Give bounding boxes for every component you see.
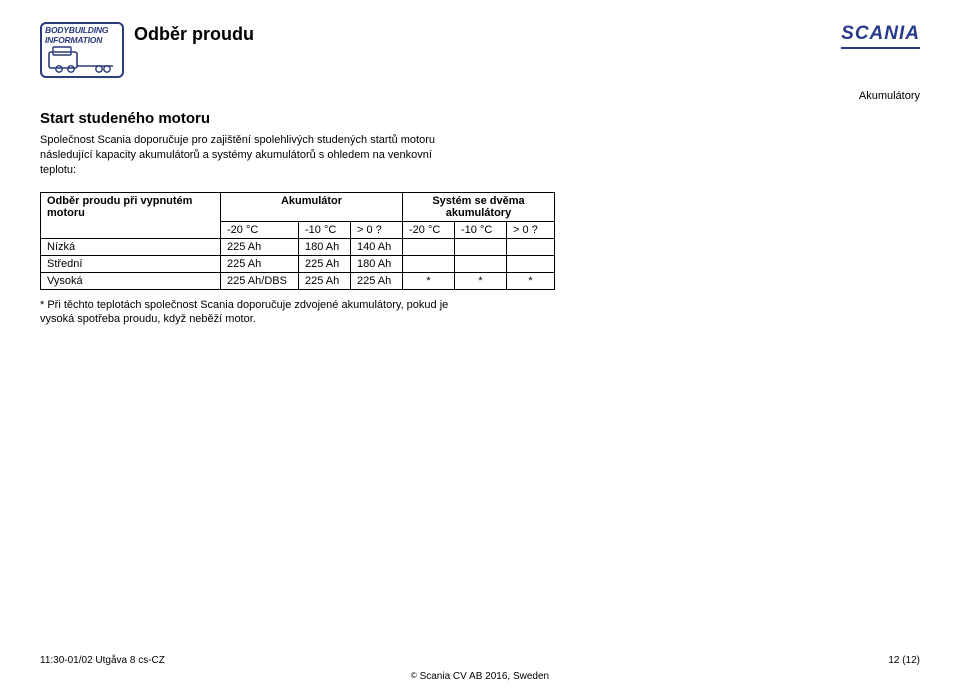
cell: 180 Ah [351, 255, 403, 272]
cell: 140 Ah [351, 238, 403, 255]
cell: 225 Ah [299, 272, 351, 289]
footer-center: © Scania CV AB 2016, Sweden [0, 671, 960, 682]
cell-label: Vysoká [41, 272, 221, 289]
cell [507, 255, 555, 272]
cell [455, 238, 507, 255]
scania-logo: SCANIA [841, 24, 920, 49]
cell: 225 Ah [351, 272, 403, 289]
section-label: Akumulátory [40, 90, 920, 102]
logo-line-2: INFORMATION [45, 36, 119, 45]
content: Start studeného motoru Společnost Scania… [40, 110, 920, 327]
th-accumulator: Akumulátor [221, 192, 403, 221]
cell-label: Střední [41, 255, 221, 272]
cell-label: Nízká [41, 238, 221, 255]
brand-underline [841, 47, 920, 49]
th-a-temp1: -20 °C [221, 221, 299, 238]
cell [507, 238, 555, 255]
cell: * [455, 272, 507, 289]
cell: 225 Ah [221, 255, 299, 272]
th-a-temp2: -10 °C [299, 221, 351, 238]
header: BODYBUILDING INFORMATION Odběr proudu [40, 22, 920, 78]
cell: 225 Ah [221, 238, 299, 255]
subheading: Start studeného motoru [40, 110, 920, 127]
cell: 225 Ah [299, 255, 351, 272]
logo-line-1: BODYBUILDING [45, 26, 119, 35]
th-measure: Odběr proudu při vypnutém motoru [41, 192, 221, 238]
cell: * [507, 272, 555, 289]
brand-wordmark: SCANIA [841, 24, 920, 43]
page-title: Odběr proudu [134, 24, 254, 45]
truck-icon [45, 44, 119, 74]
header-left: BODYBUILDING INFORMATION Odběr proudu [40, 22, 254, 78]
cell: 180 Ah [299, 238, 351, 255]
table-row: Střední 225 Ah 225 Ah 180 Ah [41, 255, 555, 272]
intro-paragraph: Společnost Scania doporučuje pro zajiště… [40, 133, 450, 178]
th-a-temp3: > 0 ? [351, 221, 403, 238]
th-b-temp2: -10 °C [455, 221, 507, 238]
cell: * [403, 272, 455, 289]
cell [403, 255, 455, 272]
cell: 225 Ah/DBS [221, 272, 299, 289]
table-row: Nízká 225 Ah 180 Ah 140 Ah [41, 238, 555, 255]
table-row: Vysoká 225 Ah/DBS 225 Ah 225 Ah * * * [41, 272, 555, 289]
cell [403, 238, 455, 255]
table-footnote: * Při těchto teplotách společnost Scania… [40, 298, 480, 328]
footer-center-text: Scania CV AB 2016, Sweden [420, 671, 550, 682]
th-dual-system: Systém se dvěma akumulátory [403, 192, 555, 221]
cell [455, 255, 507, 272]
footer-left: 11:30-01/02 Utgåva 8 cs-CZ [40, 655, 165, 666]
capacity-table: Odběr proudu při vypnutém motoru Akumulá… [40, 192, 555, 290]
bodybuilding-info-logo: BODYBUILDING INFORMATION [40, 22, 124, 78]
footer: 11:30-01/02 Utgåva 8 cs-CZ 12 (12) [40, 655, 920, 666]
th-b-temp1: -20 °C [403, 221, 455, 238]
footer-right: 12 (12) [888, 655, 920, 666]
copyright-icon: © [411, 671, 417, 680]
th-b-temp3: > 0 ? [507, 221, 555, 238]
